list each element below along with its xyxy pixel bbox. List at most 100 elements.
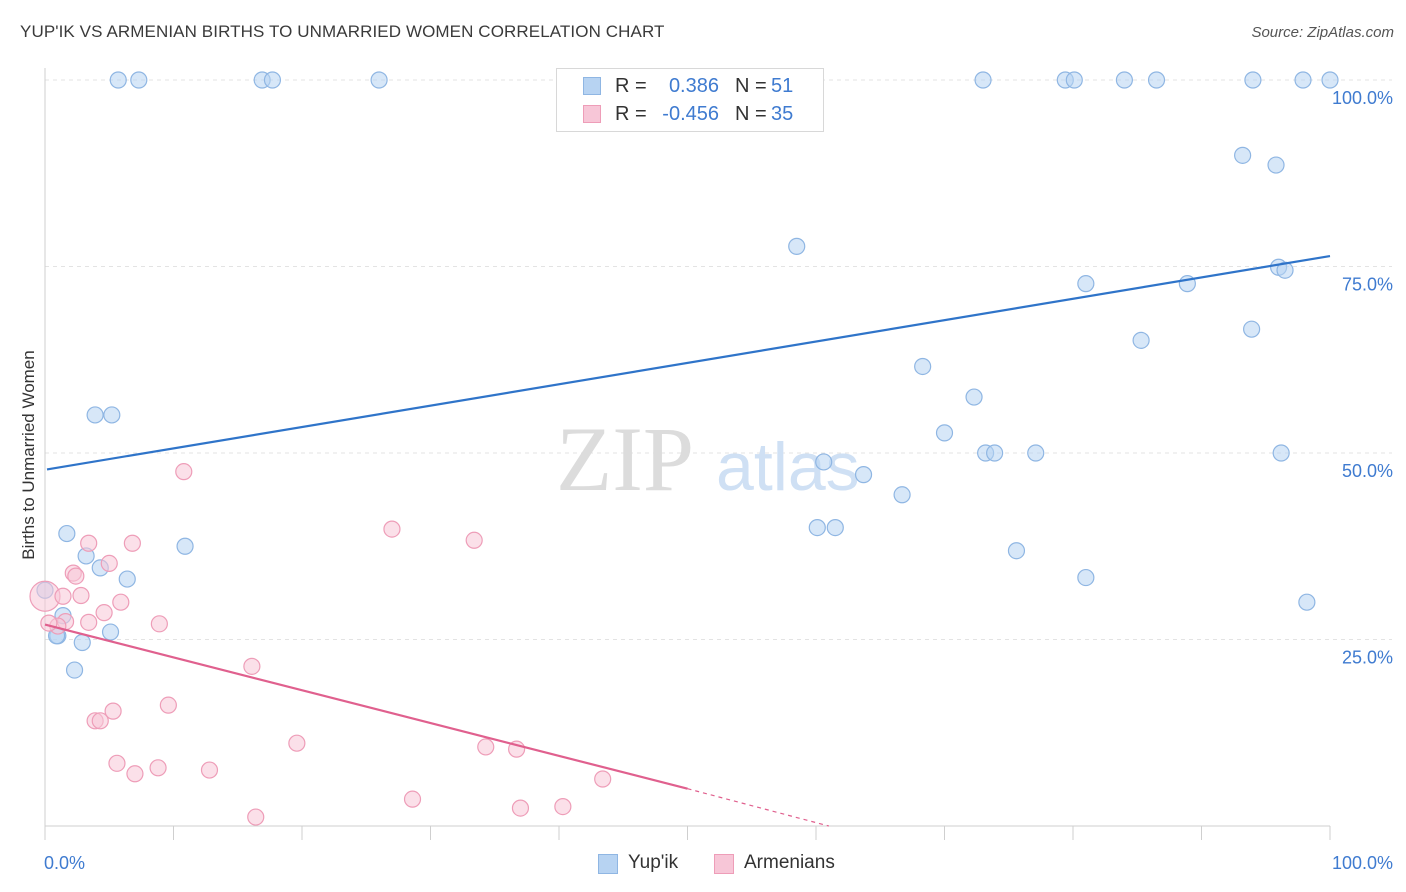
armenian-point bbox=[100, 554, 118, 573]
r-value-yupik: 0.386 bbox=[668, 75, 719, 97]
yupik-point bbox=[1077, 275, 1095, 293]
armenian-point bbox=[159, 696, 177, 714]
yupik-point bbox=[73, 633, 91, 652]
y-tick-label: 50.0% bbox=[1342, 461, 1393, 481]
r-label: R = bbox=[615, 75, 647, 97]
yupik-point bbox=[130, 71, 148, 89]
yupik-trend-line bbox=[46, 254, 1331, 471]
r-value-armenians: -0.456 bbox=[662, 103, 719, 125]
armenian-point bbox=[477, 738, 495, 756]
legend-row-yupik: R = 0.386 N = 51 bbox=[557, 72, 823, 100]
yupik-point bbox=[914, 357, 932, 376]
chart-title: YUP'IK VS ARMENIAN BIRTHS TO UNMARRIED W… bbox=[20, 22, 665, 41]
armenian-point bbox=[95, 604, 113, 622]
armenian-point bbox=[247, 808, 265, 826]
yupik-point bbox=[826, 518, 844, 537]
n-value-yupik: 51 bbox=[771, 75, 794, 97]
armenian-point bbox=[403, 790, 422, 808]
y-tick-label: 75.0% bbox=[1342, 275, 1393, 295]
yupik-point bbox=[1321, 71, 1339, 89]
yupik-legend-swatch bbox=[598, 854, 618, 874]
armenian-point bbox=[288, 734, 306, 752]
yupik-point bbox=[1294, 71, 1312, 89]
armenian-point bbox=[150, 615, 168, 633]
correlation-legend: R = 0.386 N = 51 R = -0.456 N = 35 bbox=[556, 68, 824, 132]
watermark: ZIP atlas bbox=[556, 408, 860, 510]
armenian-point bbox=[126, 765, 144, 783]
y-tick-label: 100.0% bbox=[1332, 88, 1393, 108]
yupik-point bbox=[1027, 444, 1045, 462]
trend-lines bbox=[44, 254, 1331, 827]
yupik-point bbox=[103, 406, 121, 424]
y-tick-label: 25.0% bbox=[1342, 648, 1393, 668]
yupik-point bbox=[935, 424, 954, 442]
yupik-point bbox=[788, 237, 806, 255]
yupik-point bbox=[986, 444, 1004, 462]
yupik-point bbox=[86, 406, 104, 424]
armenian-point bbox=[80, 613, 98, 631]
armenian-legend-swatch bbox=[714, 854, 734, 874]
armenian-point bbox=[594, 770, 612, 788]
source-label: Source: ZipAtlas.com bbox=[1251, 24, 1394, 41]
armenian-point bbox=[104, 702, 122, 720]
n-label: N = bbox=[735, 75, 767, 97]
yupik-point bbox=[370, 71, 388, 89]
yupik-point bbox=[1065, 71, 1083, 89]
yupik-point bbox=[176, 537, 194, 555]
tick-labels: 100.0% 75.0% 50.0% 25.0% 0.0% 100.0% Births to… bbox=[19, 88, 1393, 873]
yupik-point bbox=[1244, 71, 1262, 89]
armenian-point bbox=[108, 754, 126, 772]
yupik-point bbox=[1267, 156, 1285, 174]
x-tick-label: 0.0% bbox=[44, 853, 85, 873]
axes bbox=[44, 68, 1331, 840]
yupik-point bbox=[118, 570, 136, 588]
yupik-point bbox=[974, 71, 992, 89]
yupik-point bbox=[808, 518, 826, 537]
armenian-point bbox=[149, 759, 167, 777]
armenian-point bbox=[554, 798, 572, 816]
gridlines bbox=[45, 79, 1392, 640]
armenian-swatch bbox=[583, 105, 601, 123]
yupik-point bbox=[263, 71, 282, 89]
armenian-trend-line bbox=[44, 623, 688, 790]
y-axis-label: Births to Unmarried Women bbox=[19, 350, 38, 559]
yupik-legend-label: Yup'ik bbox=[628, 852, 679, 873]
yupik-point bbox=[1272, 444, 1290, 462]
x-tick-label: 100.0% bbox=[1332, 853, 1393, 873]
n-label: N = bbox=[735, 103, 767, 125]
yupik-point bbox=[1243, 320, 1261, 338]
yupik-swatch bbox=[583, 77, 601, 95]
armenian-point bbox=[123, 534, 141, 552]
armenian-point bbox=[40, 614, 58, 632]
yupik-point bbox=[109, 71, 127, 89]
yupik-point bbox=[854, 466, 873, 484]
armenian-point bbox=[511, 799, 530, 817]
yupik-point bbox=[1147, 71, 1166, 89]
armenian-trend-extension bbox=[687, 788, 830, 827]
yupik-point bbox=[101, 623, 120, 641]
r-label: R = bbox=[615, 103, 647, 125]
yupik-point bbox=[815, 453, 833, 471]
yupik-point bbox=[1077, 568, 1095, 587]
armenian-legend-label: Armenians bbox=[744, 852, 835, 873]
armenian-point bbox=[80, 534, 98, 552]
legend-row-armenians: R = -0.456 N = 35 bbox=[557, 100, 823, 128]
armenian-point bbox=[112, 593, 130, 611]
yupik-point bbox=[965, 388, 983, 406]
armenian-point bbox=[175, 463, 193, 481]
armenian-point bbox=[54, 587, 72, 605]
watermark-zip: ZIP bbox=[556, 408, 694, 510]
armenian-point bbox=[91, 712, 109, 730]
yupik-point bbox=[1007, 542, 1026, 560]
yupik-point bbox=[1115, 71, 1134, 89]
yupik-point bbox=[65, 661, 84, 679]
armenian-point bbox=[383, 520, 401, 538]
yupik-point bbox=[893, 486, 911, 504]
armenian-point bbox=[243, 657, 261, 675]
armenian-point bbox=[200, 761, 219, 779]
armenian-point bbox=[72, 586, 90, 605]
armenian-point bbox=[67, 567, 85, 585]
armenian-point bbox=[465, 531, 483, 549]
yupik-point bbox=[1298, 593, 1316, 611]
